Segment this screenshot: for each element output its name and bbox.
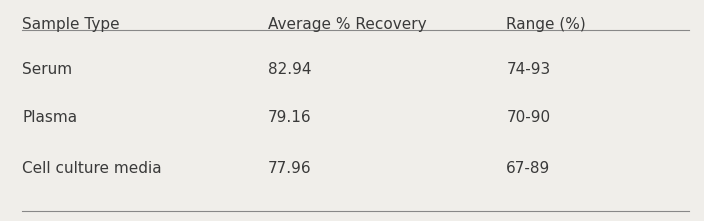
Text: Serum: Serum xyxy=(23,63,73,78)
Text: 67-89: 67-89 xyxy=(506,161,551,176)
Text: Average % Recovery: Average % Recovery xyxy=(268,17,427,32)
Text: Range (%): Range (%) xyxy=(506,17,586,32)
Text: Sample Type: Sample Type xyxy=(23,17,120,32)
Text: Cell culture media: Cell culture media xyxy=(23,161,162,176)
Text: 82.94: 82.94 xyxy=(268,63,311,78)
Text: Plasma: Plasma xyxy=(23,110,77,126)
Text: 74-93: 74-93 xyxy=(506,63,551,78)
Text: 70-90: 70-90 xyxy=(506,110,551,126)
Text: 77.96: 77.96 xyxy=(268,161,311,176)
Text: 79.16: 79.16 xyxy=(268,110,311,126)
